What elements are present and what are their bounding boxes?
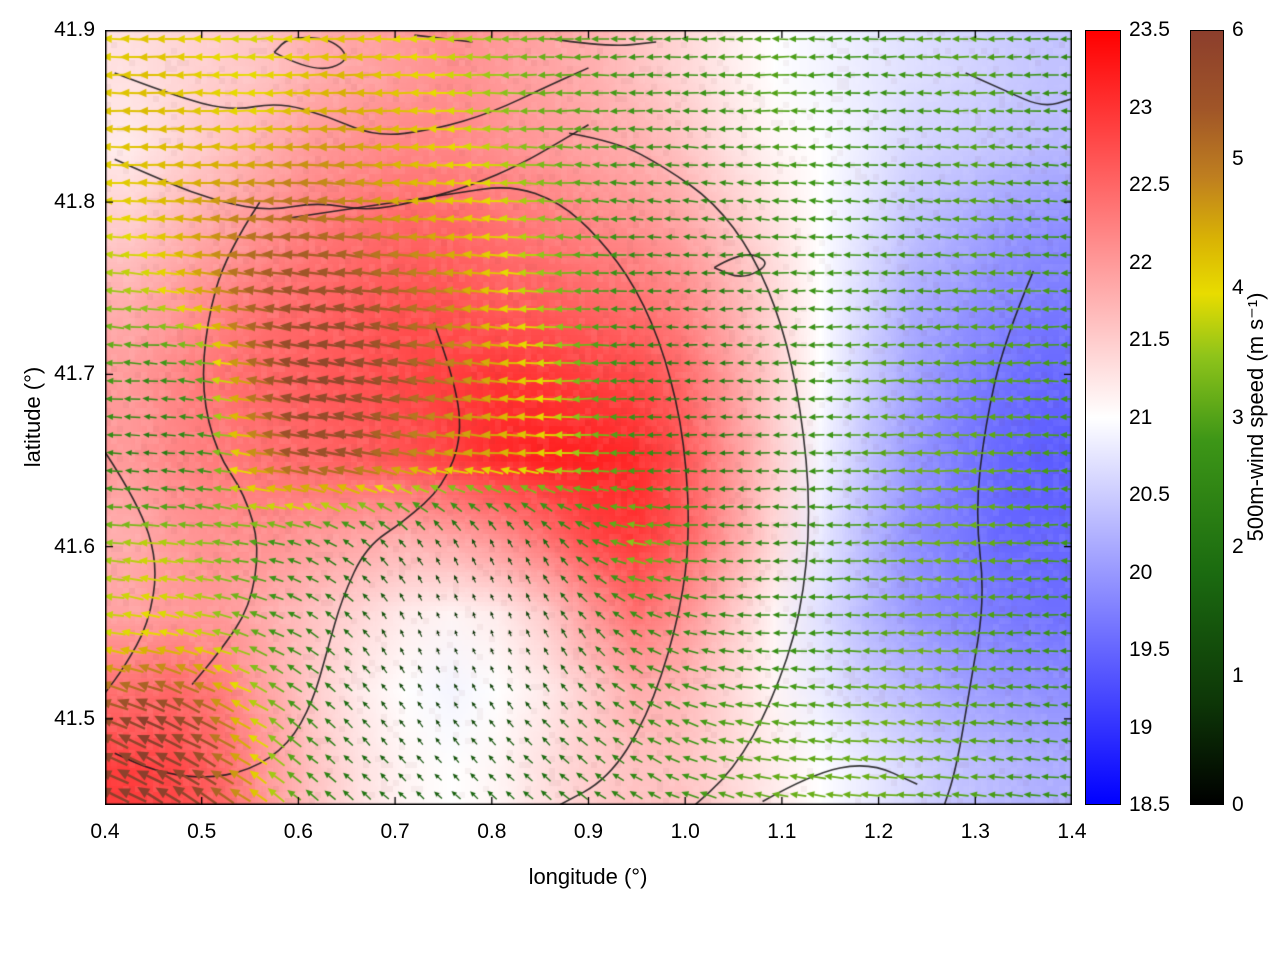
- temp-colorbar-tick-label: 20: [1129, 560, 1153, 584]
- temp-colorbar-tick-label: 19.5: [1129, 638, 1170, 661]
- plot-canvas: [105, 30, 1072, 805]
- x-tick-label: 1.0: [670, 820, 700, 843]
- wind-colorbar-label: 500m-wind speed (m s⁻¹): [1243, 292, 1268, 542]
- wind-colorbar-tick-label: 5: [1232, 147, 1244, 171]
- x-tick-label: 0.7: [380, 820, 410, 843]
- temp-colorbar-tick-label: 18.5: [1129, 793, 1170, 816]
- x-tick-label: 1.1: [767, 820, 797, 843]
- y-tick-label: 41.8: [54, 190, 95, 214]
- y-tick-label: 41.6: [54, 534, 95, 558]
- temperature-colorbar: [1085, 30, 1121, 805]
- x-tick-label: 1.2: [863, 820, 894, 843]
- temp-colorbar-tick-label: 21: [1129, 405, 1153, 429]
- temp-colorbar-tick-label: 19: [1129, 715, 1153, 739]
- temp-colorbar-tick-label: 22.5: [1129, 173, 1170, 196]
- temp-colorbar-tick-label: 20.5: [1129, 483, 1170, 506]
- x-tick-label: 0.5: [187, 820, 217, 843]
- wind-colorbar-tick-label: 3: [1232, 405, 1244, 429]
- temp-colorbar-tick-label: 23.5: [1129, 18, 1170, 41]
- x-tick-label: 1.3: [960, 820, 990, 843]
- temp-colorbar-tick-label: 23: [1129, 95, 1153, 119]
- wind-colorbar-tick-label: 6: [1232, 18, 1244, 41]
- y-tick-label: 41.9: [54, 18, 95, 41]
- wind-colorbar-tick-label: 2: [1232, 534, 1244, 558]
- x-tick-label: 0.6: [283, 820, 313, 843]
- temp-colorbar-tick-label: 22: [1129, 250, 1153, 274]
- temp-colorbar-tick-label: 21.5: [1129, 328, 1170, 351]
- x-tick-label: 0.8: [477, 820, 507, 843]
- y-tick-label: 41.5: [54, 706, 95, 730]
- wind-speed-colorbar: [1190, 30, 1224, 805]
- wind-colorbar-tick-label: 1: [1232, 663, 1244, 687]
- x-tick-label: 0.9: [573, 820, 604, 843]
- wind-colorbar-tick-label: 0: [1232, 793, 1244, 816]
- x-tick-label: 1.4: [1057, 820, 1087, 843]
- x-tick-label: 0.4: [90, 820, 120, 843]
- x-axis-label: longitude (°): [528, 864, 648, 889]
- y-tick-label: 41.7: [54, 362, 95, 386]
- wind-colorbar-tick-label: 4: [1232, 276, 1244, 300]
